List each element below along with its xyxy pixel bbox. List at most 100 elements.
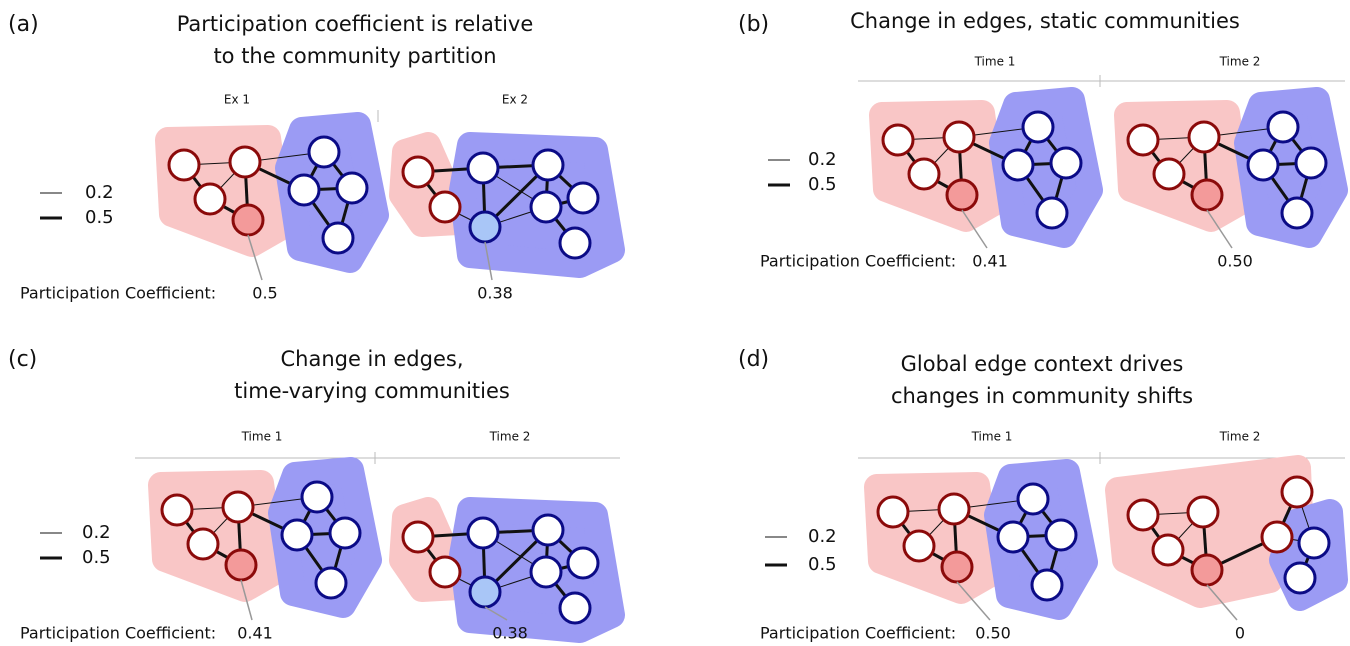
panel-title: Change in edges, static communities [850,9,1240,33]
column-label: Time 2 [1219,55,1261,69]
node [1246,148,1280,182]
coefficient-label: Participation Coefficient: [760,252,956,271]
node [468,210,502,244]
node [280,518,314,552]
legend-label: 0.5 [808,554,837,575]
node [221,490,255,524]
node [428,555,462,589]
node [314,566,348,600]
node [1280,475,1314,509]
legend-label: 0.2 [85,182,114,203]
legend-label: 0.5 [85,207,114,228]
column-label: Time 1 [974,55,1016,69]
node [881,123,915,157]
node [942,120,976,154]
pointer [1206,584,1238,621]
coefficient-value: 0.5 [252,284,277,303]
column-label: Time 1 [971,430,1013,444]
legend-label: 0.5 [82,547,111,568]
coefficient-value: 0.41 [972,252,1008,271]
node [1049,146,1083,180]
coefficient-label: Participation Coefficient: [20,284,216,303]
panel-letter: (b) [738,12,769,37]
pointer [240,579,253,621]
coefficient-value: 0.50 [975,624,1011,643]
node [529,190,563,224]
node [186,527,220,561]
node [335,171,369,205]
node [1044,518,1078,552]
pointer [1206,209,1233,249]
node [1126,123,1160,157]
pointer [484,241,493,281]
node [1283,561,1317,595]
column-label: Ex 2 [502,93,528,107]
node [529,555,563,589]
panel-title: to the community partition [213,44,496,68]
node [1152,157,1186,191]
coefficient-value: 0.38 [492,624,528,643]
legend-label: 0.2 [808,149,837,170]
node [224,548,258,582]
panel-title: changes in community shifts [891,384,1193,408]
node [1187,120,1221,154]
node [940,550,974,584]
node [401,155,435,189]
node [466,151,500,185]
panel-letter: (c) [8,347,37,372]
coefficient-value: 0.41 [237,624,273,643]
node [566,546,600,580]
node [321,221,355,255]
node [566,181,600,215]
node [228,145,262,179]
node [1126,498,1160,532]
pointer [961,209,988,249]
node [1294,146,1328,180]
node [558,226,592,260]
panel-title: Global edge context drives [901,352,1184,376]
coefficient-label: Participation Coefficient: [760,624,956,643]
panel-title: time-varying communities [234,379,510,403]
legend-label: 0.2 [808,526,837,547]
coefficient-value: 0 [1235,624,1245,643]
node [1035,196,1069,230]
node [1021,110,1055,144]
node [902,529,936,563]
panel-letter: (a) [8,12,39,37]
pointer [956,581,991,621]
node [328,516,362,550]
node [907,157,941,191]
column-label: Time 2 [1219,430,1261,444]
node [193,182,227,216]
column-label: Ex 1 [224,93,250,107]
coefficient-value: 0.38 [477,284,513,303]
node [1190,553,1224,587]
node [996,520,1030,554]
node [1297,526,1331,560]
node [466,516,500,550]
node [1190,178,1224,212]
node [167,148,201,182]
panel-title: Participation coefficient is relative [177,12,534,36]
node [1030,568,1064,602]
panel-title: Change in edges, [280,347,463,371]
column-label: Time 1 [241,430,283,444]
panel-letter: (d) [738,347,769,372]
node [231,203,265,237]
node [876,495,910,529]
node [1001,148,1035,182]
node [1016,482,1050,516]
node [531,148,565,182]
column-label: Time 2 [489,430,531,444]
node [937,492,971,526]
legend-label: 0.5 [808,174,837,195]
node [287,173,321,207]
node [1260,520,1294,554]
node [300,480,334,514]
coefficient-label: Participation Coefficient: [20,624,216,643]
node [160,493,194,527]
node [531,513,565,547]
pointer [484,606,508,621]
coefficient-value: 0.50 [1217,252,1253,271]
